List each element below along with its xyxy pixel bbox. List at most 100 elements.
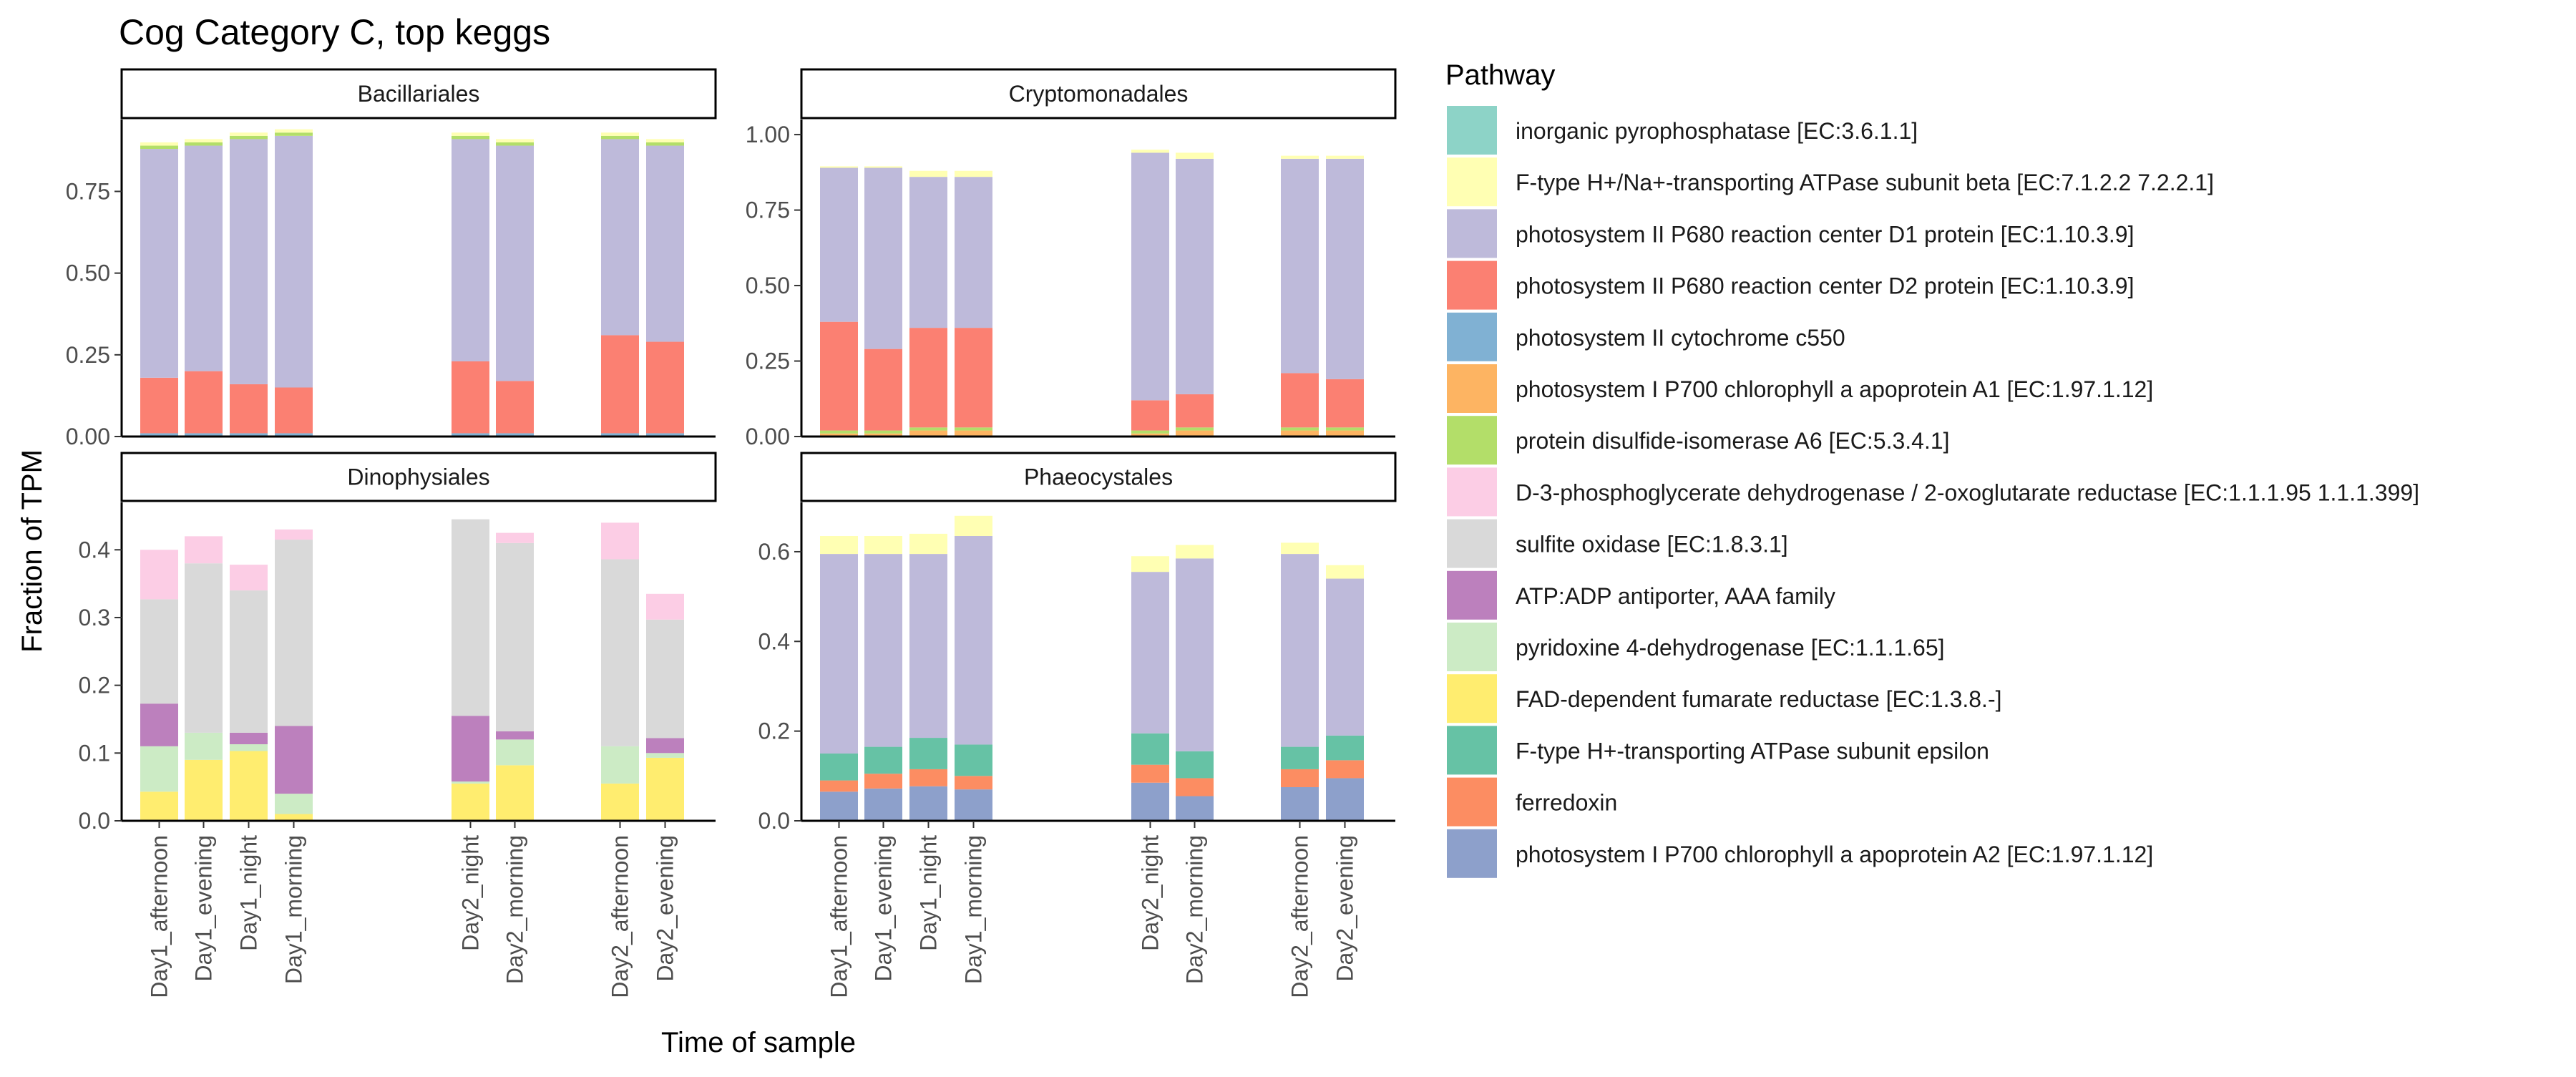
x-tick-label: Day2_afternoon: [1287, 835, 1313, 998]
bar-segment-s7: [185, 142, 223, 146]
bar-segment-s12: [601, 783, 639, 821]
bar-segment-s15: [864, 788, 902, 821]
facet-strip-label: Bacillariales: [358, 81, 480, 107]
bar-segment-s4: [1131, 400, 1169, 431]
legend-swatch: [1447, 157, 1497, 207]
bar-segment-s15: [1131, 782, 1169, 821]
panel-dinophysiales: Dinophysiales 0.0 0.1 0.2 0.3 0.4 Day1_afterno…: [79, 452, 717, 998]
legend-title: Pathway: [1445, 59, 1555, 91]
bar-segment-s14: [1176, 778, 1214, 796]
panel-cryptomonadales: Cryptomonadales 0.00 0.25 0.50 0.75 1.00: [746, 68, 1397, 449]
bar-day2-afternoon: [601, 522, 639, 821]
bar-day2-evening: [1326, 155, 1364, 437]
bar-day1-evening: [185, 139, 223, 437]
bar-segment-s2: [909, 170, 947, 177]
legend-label: F-type H+/Na+-transporting ATPase subuni…: [1516, 170, 2214, 195]
legend-label: photosystem II P680 reaction center D1 p…: [1516, 221, 2134, 247]
bar-segment-s2: [1131, 150, 1169, 153]
legend-item-s5: photosystem II cytochrome c550: [1447, 312, 1845, 361]
legend-item-s15: photosystem I P700 chlorophyll a apoprot…: [1447, 829, 2153, 878]
bar-segment-s5: [452, 433, 489, 437]
bar-segment-s3: [496, 145, 534, 381]
bar-segment-s2: [496, 139, 534, 142]
bar-segment-s10: [230, 732, 268, 745]
legend-item-s1: inorganic pyrophosphatase [EC:3.6.1.1]: [1447, 106, 1918, 155]
bar-segment-s8: [601, 522, 639, 560]
bar-day1-afternoon: [820, 166, 858, 437]
bar-segment-s3: [1131, 572, 1169, 734]
legend-item-s6: photosystem I P700 chlorophyll a apoprot…: [1447, 364, 2153, 413]
legend-swatch: [1447, 312, 1497, 361]
bar-segment-s2: [1281, 155, 1319, 159]
bar-segment-s2: [955, 515, 992, 537]
bar-segment-s4: [1281, 373, 1319, 428]
legend-label: photosystem I P700 chlorophyll a apoprot…: [1516, 842, 2153, 867]
bar-segment-s2: [275, 129, 313, 133]
legend-swatch: [1447, 364, 1497, 413]
bar-day1-night: [230, 132, 268, 437]
x-axis-title: Time of sample: [661, 1027, 856, 1058]
bar-segment-s7: [864, 430, 902, 434]
bar-segment-s4: [601, 335, 639, 434]
bar-segment-s9: [185, 563, 223, 733]
bar-segment-s14: [1131, 764, 1169, 783]
bar-segment-s6: [1281, 430, 1319, 437]
bar-day2-evening: [1326, 565, 1364, 821]
y-tick-label: 1.00: [746, 122, 790, 147]
bar-segment-s2: [1281, 542, 1319, 555]
bar-day2-afternoon: [1281, 542, 1319, 821]
bar-day2-evening: [646, 593, 684, 821]
bar-segment-s7: [140, 145, 178, 150]
bar-segment-s2: [1131, 556, 1169, 572]
bar-segment-s13: [909, 738, 947, 769]
bar-segment-s4: [1326, 379, 1364, 428]
bar-segment-s6: [1131, 433, 1169, 437]
bar-segment-s14: [955, 776, 992, 790]
y-tick-label: 0.2: [758, 718, 790, 744]
y-tick-label: 0.3: [79, 605, 110, 630]
bar-segment-s4: [452, 361, 489, 434]
bar-segment-s7: [1176, 427, 1214, 431]
y-tick-label: 0.25: [66, 342, 110, 368]
bar-segment-s14: [1281, 769, 1319, 787]
bar-segment-s2: [909, 533, 947, 555]
legend-item-s3: photosystem II P680 reaction center D1 p…: [1447, 209, 2134, 258]
legend-label: ATP:ADP antiporter, AAA family: [1516, 583, 1835, 609]
legend-label: inorganic pyrophosphatase [EC:3.6.1.1]: [1516, 118, 1918, 144]
bar-segment-s7: [1281, 427, 1319, 431]
bar-segment-s2: [230, 132, 268, 136]
bar-segment-s9: [646, 619, 684, 739]
bar-segment-s5: [601, 433, 639, 437]
bar-segment-s12: [275, 814, 313, 821]
bar-day2-evening: [646, 139, 684, 437]
facet-strip: [120, 68, 717, 120]
bar-segment-s4: [820, 321, 858, 431]
bar-segment-s3: [820, 167, 858, 322]
bar-segment-s4: [185, 371, 223, 434]
panel-phaeocystales: Phaeocystales 0.0 0.2 0.4 0.6 Day1_afternoon D…: [758, 452, 1397, 998]
bar-segment-s3: [955, 177, 992, 328]
legend-swatch: [1447, 519, 1497, 568]
bar-segment-s2: [1326, 155, 1364, 159]
bar-segment-s3: [1176, 558, 1214, 751]
bar-segment-s6: [820, 433, 858, 437]
bar-segment-s10: [646, 738, 684, 754]
x-tick-label: Day2_morning: [502, 835, 528, 984]
legend-swatch: [1447, 674, 1497, 723]
legend-label: photosystem II cytochrome c550: [1516, 325, 1845, 351]
bar-segment-s3: [909, 554, 947, 739]
bar-segment-s5: [185, 433, 223, 437]
bar-segment-s5: [496, 433, 534, 437]
bar-day1-evening: [864, 536, 902, 821]
bar-day2-night: [1131, 150, 1169, 437]
bar-segment-s2: [955, 170, 992, 177]
bar-day1-morning: [955, 170, 992, 437]
bar-segment-s3: [1281, 554, 1319, 747]
bar-segment-s3: [646, 145, 684, 342]
bar-segment-s7: [452, 135, 489, 140]
bar-segment-s8: [140, 550, 178, 600]
legend-label: D-3-phosphoglycerate dehydrogenase / 2-o…: [1516, 479, 2419, 505]
bar-segment-s7: [955, 427, 992, 431]
y-tick-label: 0.75: [746, 198, 790, 223]
